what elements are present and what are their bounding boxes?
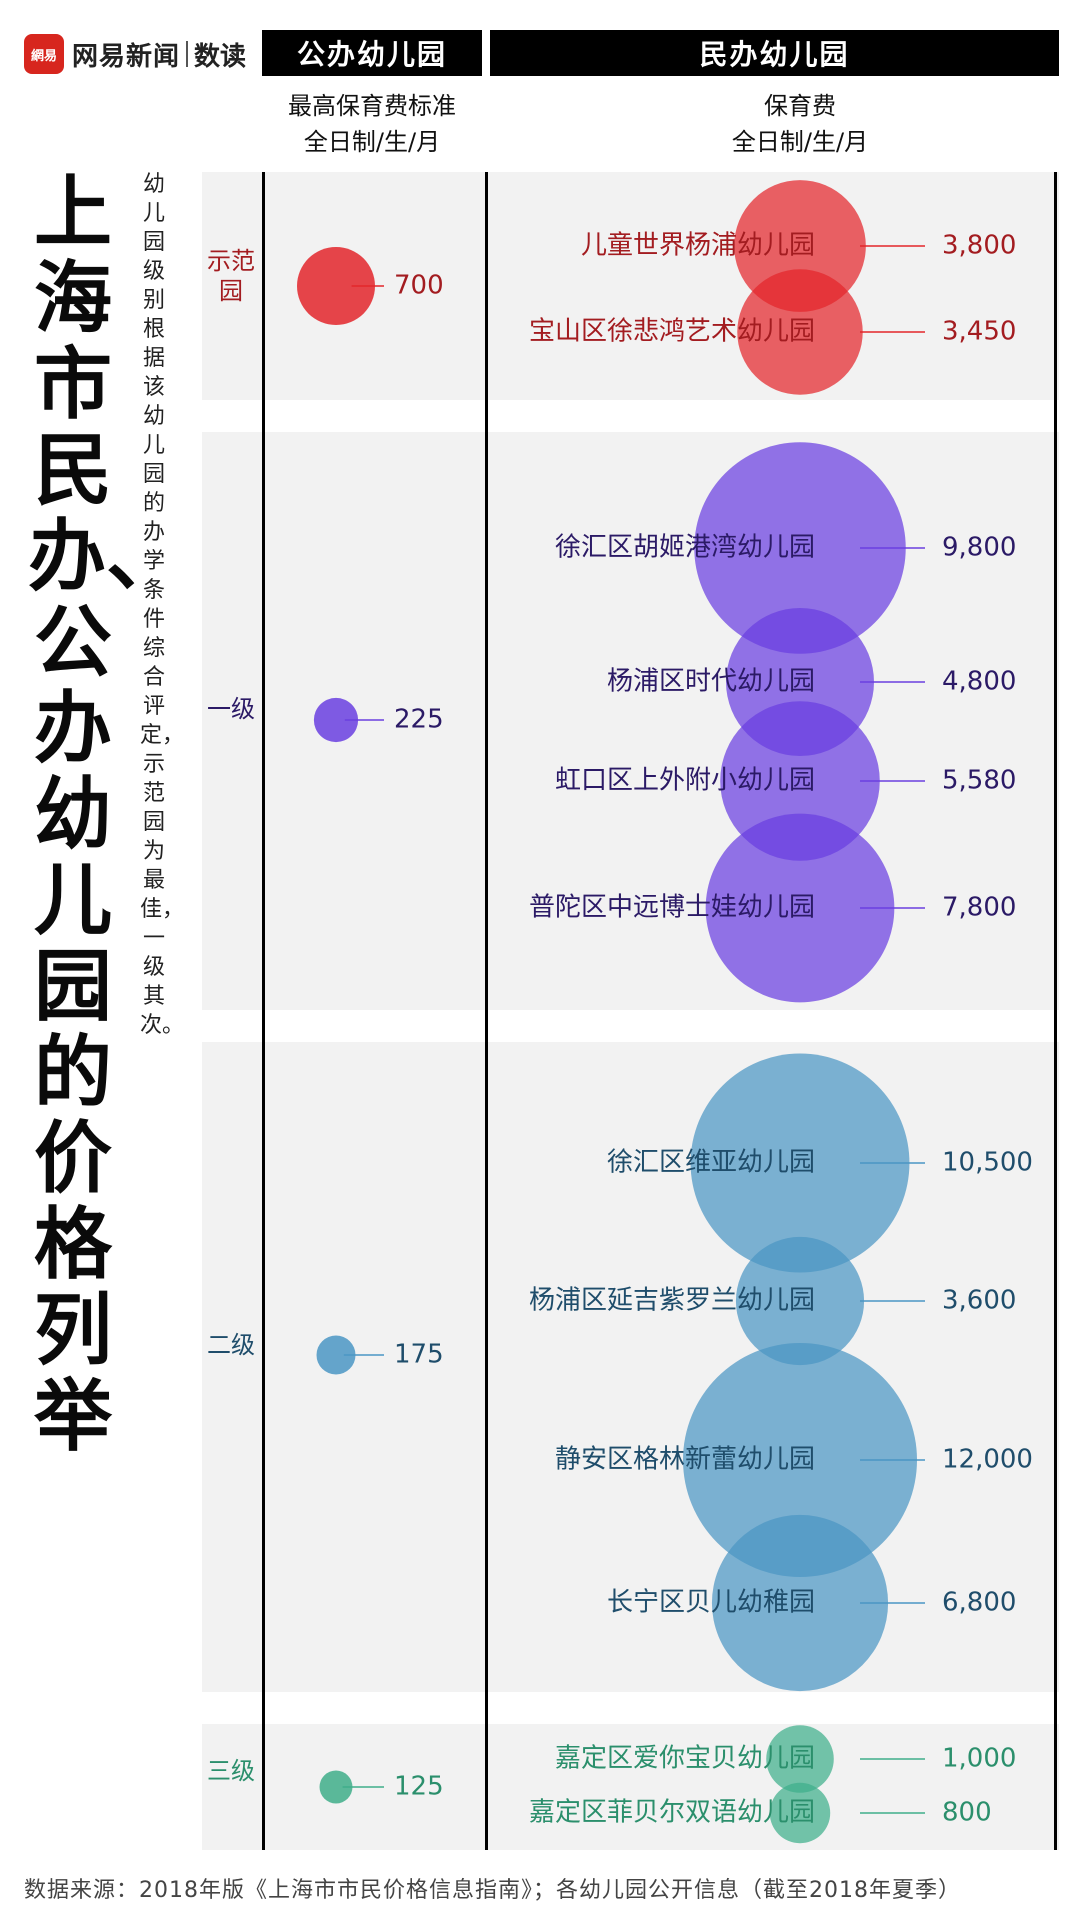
private-name-label-2: 徐汇区胡姬港湾幼儿园 bbox=[555, 533, 815, 563]
public-bubble-3 bbox=[319, 1770, 353, 1804]
private-bubble-5 bbox=[705, 813, 895, 1003]
private-bubble-1 bbox=[737, 269, 863, 395]
private-bubble-8 bbox=[683, 1343, 917, 1577]
private-name-label-5: 普陀区中远博士娃幼儿园 bbox=[529, 893, 815, 923]
private-value-label-7: 3,600 bbox=[942, 1286, 1016, 1316]
private-value-label-10: 1,000 bbox=[942, 1744, 1016, 1774]
brand-sub: 数读 bbox=[194, 41, 247, 72]
public-value-label-3: 125 bbox=[394, 1772, 444, 1802]
private-subheader: 保育费 全日制/生/月 bbox=[650, 88, 950, 160]
private-value-label-6: 10,500 bbox=[942, 1148, 1033, 1178]
private-value-label-5: 7,800 bbox=[942, 893, 1016, 923]
private-value-label-0: 3,800 bbox=[942, 231, 1016, 261]
private-value-label-1: 3,450 bbox=[942, 317, 1016, 347]
public-subheader-line1: 最高保育费标准 bbox=[288, 92, 456, 120]
public-bubble-1 bbox=[313, 697, 359, 743]
private-value-label-8: 12,000 bbox=[942, 1445, 1033, 1475]
private-value-label-3: 4,800 bbox=[942, 667, 1016, 697]
private-name-label-3: 杨浦区时代幼儿园 bbox=[607, 667, 815, 697]
tier-label-0: 示范园 bbox=[207, 247, 255, 305]
divider-public-right bbox=[485, 172, 488, 1850]
public-value-label-1: 225 bbox=[394, 705, 444, 735]
private-subheader-line2: 全日制/生/月 bbox=[731, 128, 869, 156]
tier-label-1: 一级 bbox=[207, 695, 255, 723]
brand-badge-icon: 網易 bbox=[24, 34, 64, 74]
private-name-label-7: 杨浦区延吉紫罗兰幼儿园 bbox=[529, 1286, 815, 1316]
private-bubble-6 bbox=[690, 1053, 910, 1273]
divider-private-right bbox=[1054, 172, 1057, 1850]
private-name-label-6: 徐汇区维亚幼儿园 bbox=[607, 1148, 815, 1178]
divider-public-left bbox=[262, 172, 265, 1850]
tier-label-2: 二级 bbox=[207, 1331, 255, 1359]
private-value-label-9: 6,800 bbox=[942, 1588, 1016, 1618]
public-subheader: 最高保育费标准 全日制/生/月 bbox=[262, 88, 482, 160]
private-name-label-8: 静安区格林新蕾幼儿园 bbox=[555, 1445, 815, 1475]
private-bubble-2 bbox=[694, 442, 906, 654]
private-name-label-0: 儿童世界杨浦幼儿园 bbox=[581, 231, 815, 261]
tier-label-3: 三级 bbox=[207, 1757, 255, 1785]
private-name-label-9: 长宁区贝儿幼稚园 bbox=[607, 1588, 815, 1618]
public-value-label-2: 175 bbox=[394, 1340, 444, 1370]
private-name-label-11: 嘉定区菲贝尔双语幼儿园 bbox=[529, 1798, 815, 1828]
public-subheader-line2: 全日制/生/月 bbox=[303, 128, 441, 156]
private-bubble-4 bbox=[720, 701, 880, 861]
page-title: 上海市民办、公办幼儿园的价格列举 bbox=[28, 168, 185, 1462]
private-bubble-7 bbox=[735, 1236, 865, 1366]
public-value-label-0: 700 bbox=[394, 271, 444, 301]
public-bubble-0 bbox=[297, 247, 375, 325]
public-header: 公办幼儿园 bbox=[262, 30, 482, 76]
brand-divider bbox=[186, 41, 189, 67]
private-bubble-9 bbox=[711, 1514, 889, 1692]
private-header: 民办幼儿园 bbox=[490, 30, 1059, 76]
private-value-label-2: 9,800 bbox=[942, 533, 1016, 563]
public-bubble-2 bbox=[316, 1335, 356, 1375]
brand-logo: 網易 网易新闻 数读 bbox=[24, 32, 246, 76]
private-name-label-4: 虹口区上外附小幼儿园 bbox=[555, 766, 815, 796]
data-source: 数据来源：2018年版《上海市市民价格信息指南》；各幼儿园公开信息（截至2018… bbox=[24, 1878, 961, 1903]
private-name-label-1: 宝山区徐悲鸿艺术幼儿园 bbox=[529, 317, 815, 347]
private-name-label-10: 嘉定区爱你宝贝幼儿园 bbox=[555, 1744, 815, 1774]
private-value-label-11: 800 bbox=[942, 1798, 992, 1828]
vertical-note: 幼儿园级别根据该幼儿园的办学条件综合评定，示范园为最佳，一级其次。 bbox=[140, 172, 185, 1038]
private-subheader-line1: 保育费 bbox=[764, 92, 836, 120]
private-value-label-4: 5,580 bbox=[942, 766, 1016, 796]
private-bubble-11 bbox=[769, 1782, 831, 1844]
brand-name: 网易新闻 bbox=[72, 41, 181, 72]
private-bubble-10 bbox=[766, 1725, 834, 1793]
